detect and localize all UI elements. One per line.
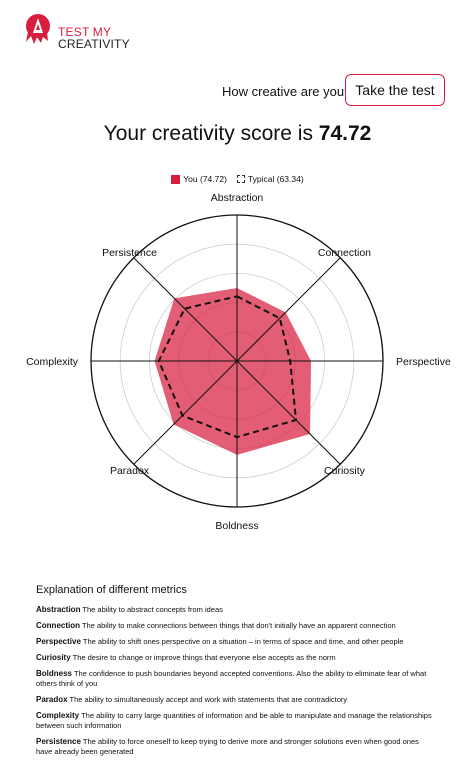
metric-description: The desire to change or improve things t… [70, 653, 336, 662]
score-value: 74.72 [318, 122, 372, 145]
spoke-connection [236, 257, 341, 362]
axis-label-paradox: Paradox [110, 465, 150, 477]
legend-swatch-typical [236, 175, 245, 183]
radar-chart: Abstraction Connection Perspective Curiosit… [26, 192, 451, 532]
metric-abstraction: Abstraction The ability to abstract conc… [36, 605, 436, 615]
metric-name: Connection [36, 621, 80, 630]
axis-label-persistence: Persistence [102, 247, 157, 259]
explanation-title: Explanation of different metrics [36, 584, 187, 596]
legend-item-you[interactable]: You (74.72) [171, 174, 227, 184]
axis-label-perspective: Perspective [396, 356, 451, 368]
metric-paradox: Paradox The ability to simultaneously ac… [36, 695, 436, 705]
metric-name: Boldness [36, 669, 73, 678]
brand-line-1: TEST MY [58, 25, 112, 39]
metric-boldness: Boldness The confidence to push boundari… [36, 669, 436, 689]
metric-perspective: Perspective The ability to shift ones pe… [36, 637, 436, 647]
metric-name: Persistence [36, 737, 81, 746]
metric-curiosity: Curiosity The desire to change or improv… [36, 653, 436, 663]
legend-item-typical[interactable]: Typical (63.34) [236, 174, 304, 184]
axis-label-curiosity: Curiosity [324, 465, 366, 477]
metric-complexity: Complexity The ability to carry large qu… [36, 711, 436, 731]
legend-label-typical: Typical (63.34) [247, 174, 304, 184]
metric-list: Abstraction The ability to abstract conc… [36, 605, 436, 757]
metric-description: The ability to force oneself to keep try… [36, 737, 419, 756]
brand-line-2: CREATIVITY [58, 37, 130, 51]
metric-name: Curiosity [36, 653, 71, 662]
score-heading: Your creativity score is 74.72 [0, 122, 475, 146]
logo-badge-icon [26, 14, 50, 44]
chart-legend: You (74.72) Typical (63.34) [0, 174, 475, 184]
series-you-area [154, 288, 312, 455]
legend-label-you: You (74.72) [183, 174, 227, 184]
metric-description: The ability to abstract concepts from id… [80, 605, 223, 614]
metric-connection: Connection The ability to make connectio… [36, 621, 436, 631]
spoke-curiosity [236, 360, 341, 465]
take-test-button[interactable]: Take the test [345, 74, 445, 106]
score-prefix: Your creativity score is [103, 122, 313, 145]
metric-name: Complexity [36, 711, 80, 720]
metrics-explanation: Explanation of different metrics Abstrac… [36, 584, 436, 763]
metric-description: The ability to make connections between … [80, 621, 396, 630]
axis-label-connection: Connection [318, 247, 371, 259]
metric-name: Perspective [36, 637, 81, 646]
axis-label-complexity: Complexity [26, 356, 79, 368]
metric-description: The ability to shift ones perspective on… [80, 637, 404, 646]
brand-logo[interactable]: TEST MY CREATIVITY [24, 12, 134, 54]
metric-persistence: Persistence The ability to force oneself… [36, 737, 436, 757]
series-typical-line [157, 295, 298, 439]
creativity-question: How creative are you? [222, 84, 352, 99]
legend-swatch-you [171, 174, 181, 184]
brand-wordmark: TEST MY CREATIVITY [58, 26, 130, 50]
spoke-persistence [133, 257, 238, 362]
axis-label-boldness: Boldness [215, 520, 258, 532]
metric-description: The confidence to push boundaries beyond… [36, 669, 427, 688]
spoke-paradox [133, 360, 238, 465]
metric-name: Abstraction [36, 605, 81, 614]
metric-description: The ability to carry large quantities of… [36, 711, 432, 730]
metric-description: The ability to simultaneously accept and… [67, 695, 348, 704]
axis-label-abstraction: Abstraction [211, 192, 264, 204]
metric-name: Paradox [36, 695, 68, 704]
